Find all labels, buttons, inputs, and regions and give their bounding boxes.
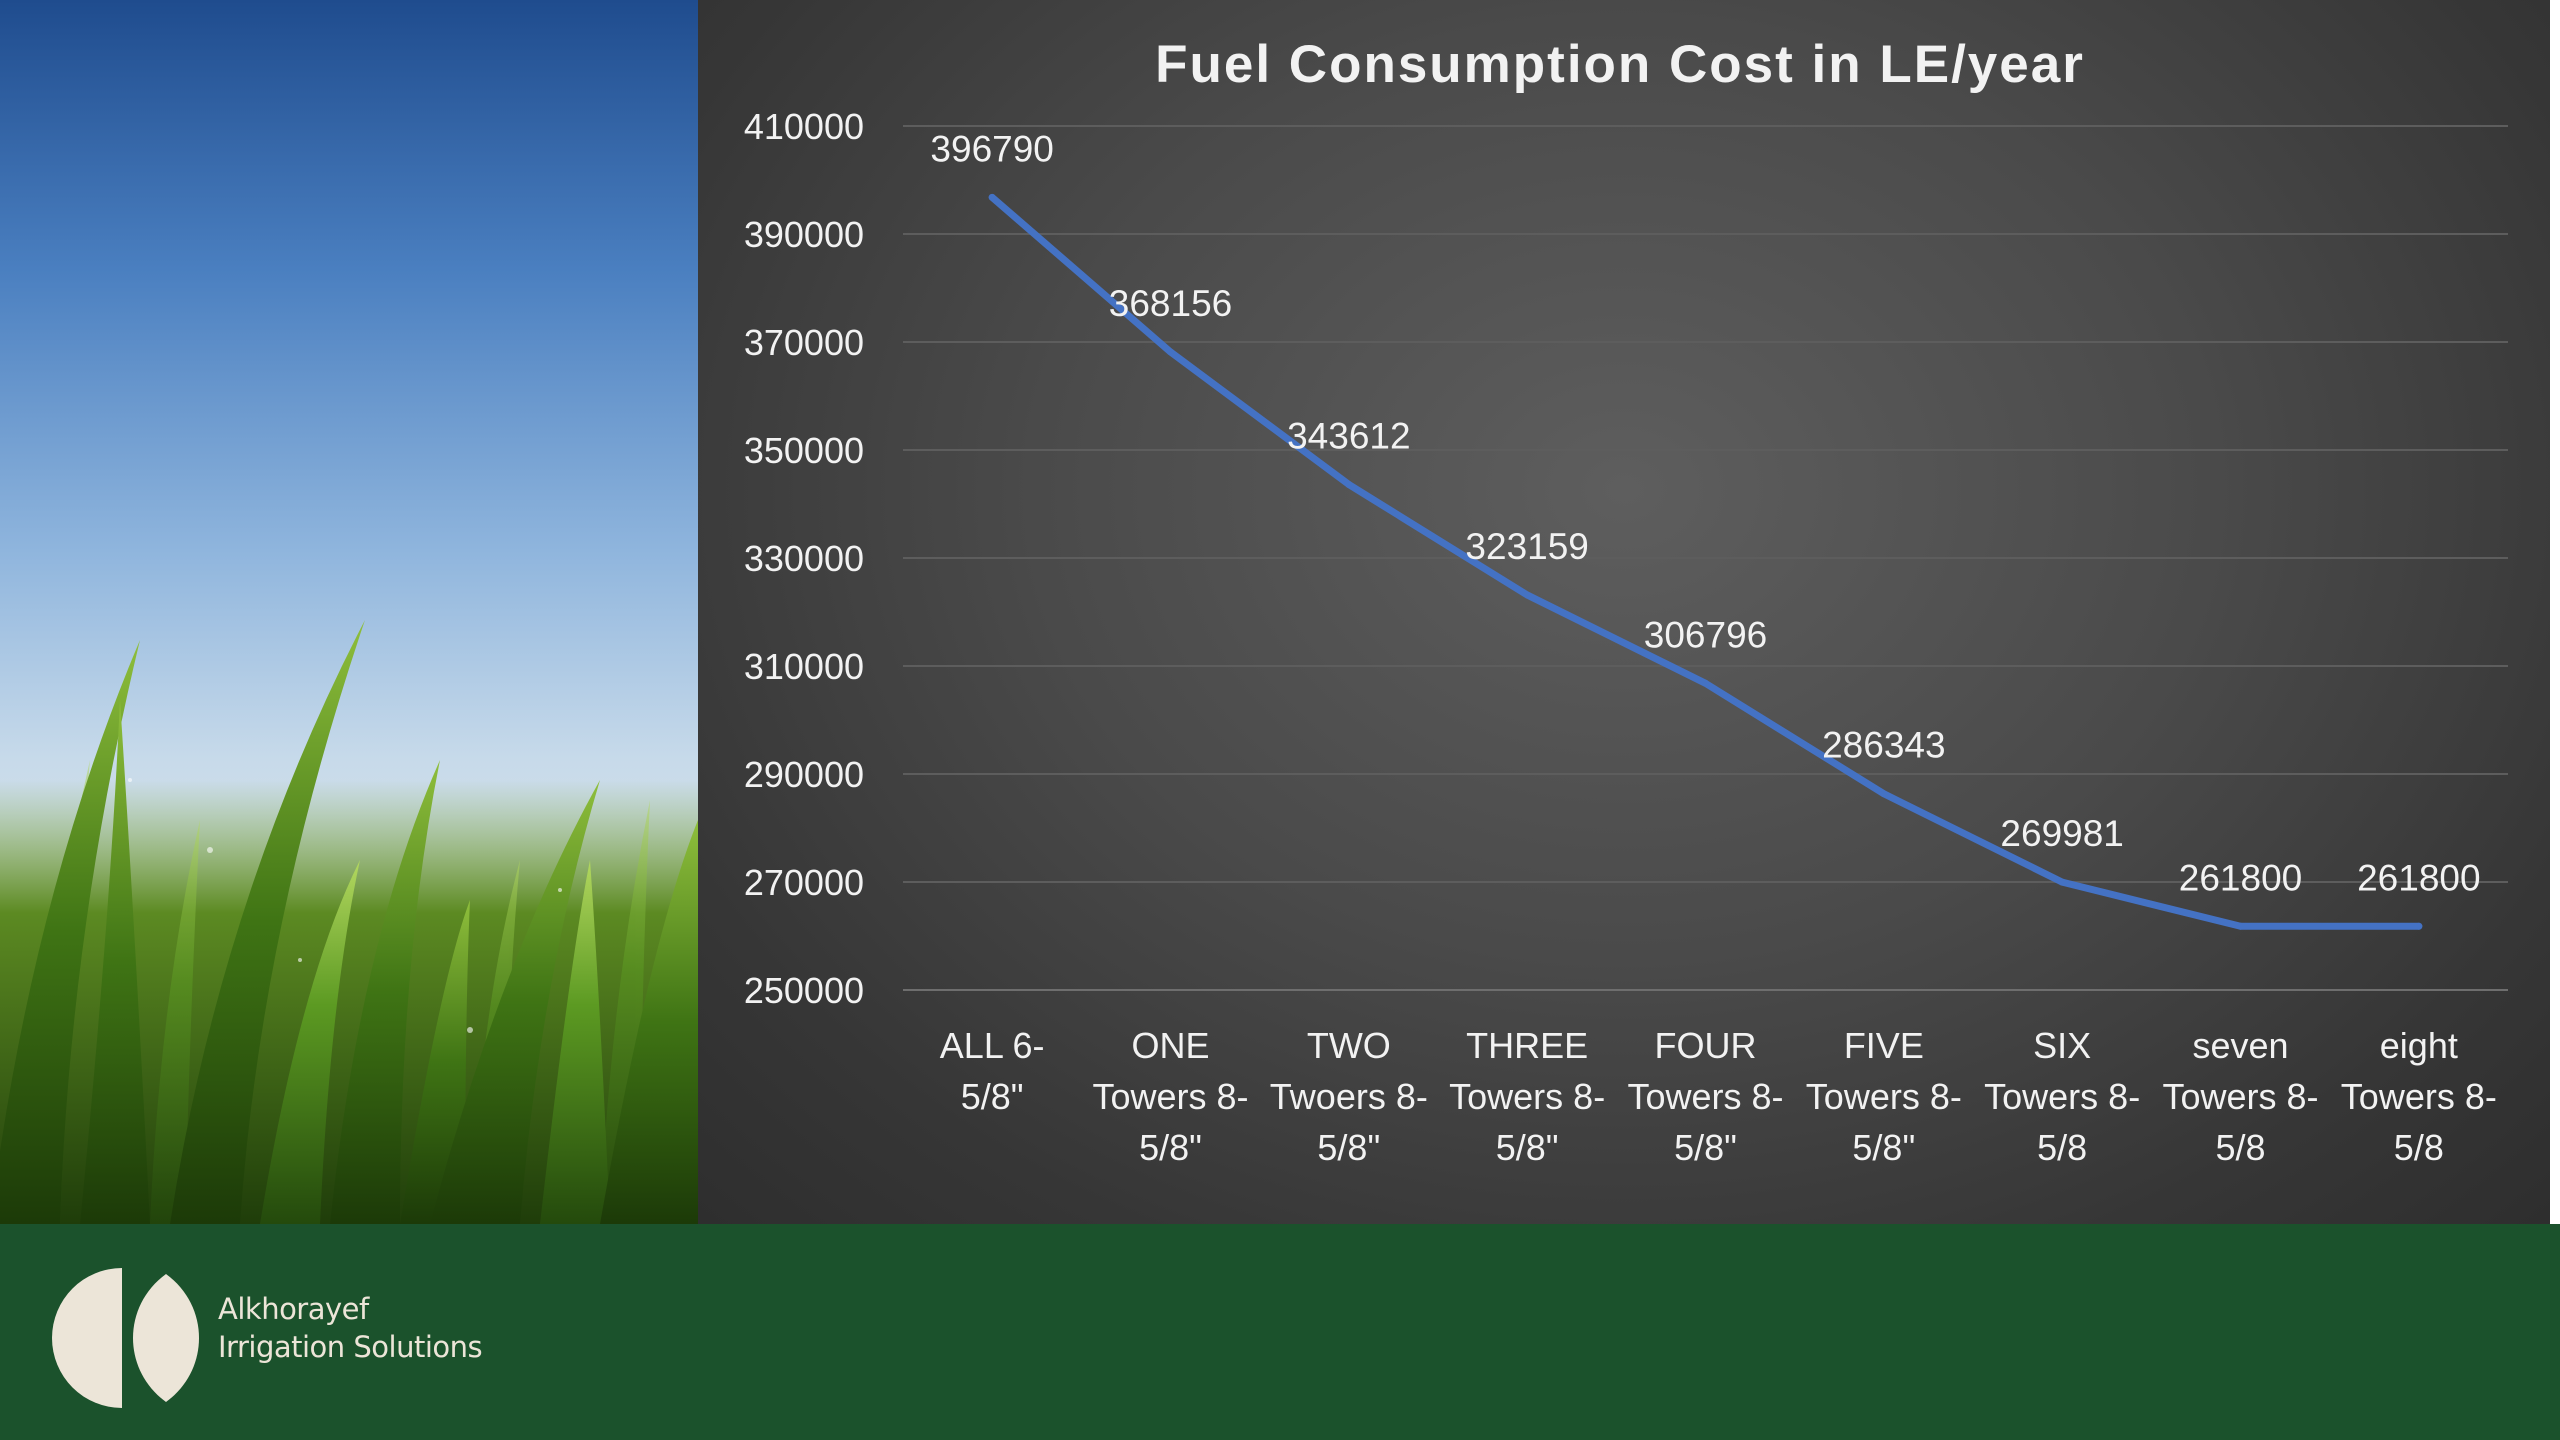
- y-tick-label: 250000: [744, 970, 864, 1011]
- y-tick-label: 390000: [744, 214, 864, 255]
- data-point: [1880, 790, 1888, 798]
- data-label: 343612: [1287, 415, 1410, 456]
- y-tick-label: 370000: [744, 322, 864, 363]
- data-label: 368156: [1109, 283, 1232, 324]
- data-label: 286343: [1822, 725, 1945, 766]
- x-tick-label: FIVE Towers 8-5/8": [1806, 1025, 1962, 1168]
- data-point: [2058, 878, 2066, 886]
- data-point: [988, 193, 996, 201]
- x-tick-label: SIX Towers 8-5/8: [1984, 1025, 2140, 1168]
- data-point: [2415, 922, 2423, 930]
- data-point: [1702, 679, 1709, 687]
- chart-title: Fuel Consumption Cost in LE/year: [1155, 35, 2085, 94]
- y-tick-label: 290000: [744, 754, 864, 795]
- x-axis-ticks: ALL 6-5/8" ONE Towers 8-5/8"TWO Twoers 8-5/…: [940, 1025, 2497, 1168]
- x-tick-label: eight Towers 8-5/8: [2341, 1025, 2497, 1168]
- grass-sky-photo: [0, 0, 698, 1224]
- data-point: [1523, 591, 1531, 599]
- data-label: 261800: [2357, 857, 2480, 898]
- x-tick-label: ALL 6-5/8": [940, 1025, 1045, 1117]
- data-label: 396790: [930, 128, 1053, 169]
- chart-panel: Fuel Consumption Cost in LE/year 410000 3…: [698, 0, 2550, 1224]
- brand-line-1: Alkhorayef: [218, 1292, 369, 1326]
- y-tick-label: 310000: [744, 646, 864, 687]
- x-tick-label: THREE Towers 8-5/8": [1449, 1025, 1605, 1168]
- y-tick-label: 410000: [744, 106, 864, 147]
- brand-name: Alkhorayef Irrigation Solutions: [218, 1290, 483, 1366]
- data-point: [1345, 480, 1353, 488]
- y-axis-ticks: 410000 390000 370000 350000 330000 310000 2900…: [744, 106, 864, 1011]
- data-label: 306796: [1644, 614, 1767, 655]
- y-tick-label: 330000: [744, 538, 864, 579]
- x-tick-label: ONE Towers 8-5/8": [1092, 1025, 1248, 1168]
- data-labels: 396790 368156 343612 323159 306796 286343 2699…: [930, 128, 2480, 898]
- data-label: 269981: [2000, 813, 2123, 854]
- data-point: [2237, 922, 2244, 930]
- data-point: [1167, 348, 1174, 356]
- data-label: 323159: [1465, 526, 1588, 567]
- brand-line-2: Irrigation Solutions: [218, 1330, 483, 1364]
- footer-band: Alkhorayef Irrigation Solutions: [0, 1224, 2560, 1440]
- y-tick-label: 350000: [744, 430, 864, 471]
- data-label: 261800: [2179, 857, 2302, 898]
- y-tick-label: 270000: [744, 862, 864, 903]
- x-tick-label: FOUR Towers 8-5/8": [1627, 1025, 1783, 1168]
- x-tick-label: seven Towers 8-5/8: [2162, 1025, 2318, 1168]
- x-tick-label: TWO Twoers 8-5/8": [1270, 1025, 1428, 1168]
- alkhorayef-logo-icon: [52, 1268, 199, 1408]
- series-layer: [988, 193, 2423, 930]
- gridlines: [903, 125, 2508, 991]
